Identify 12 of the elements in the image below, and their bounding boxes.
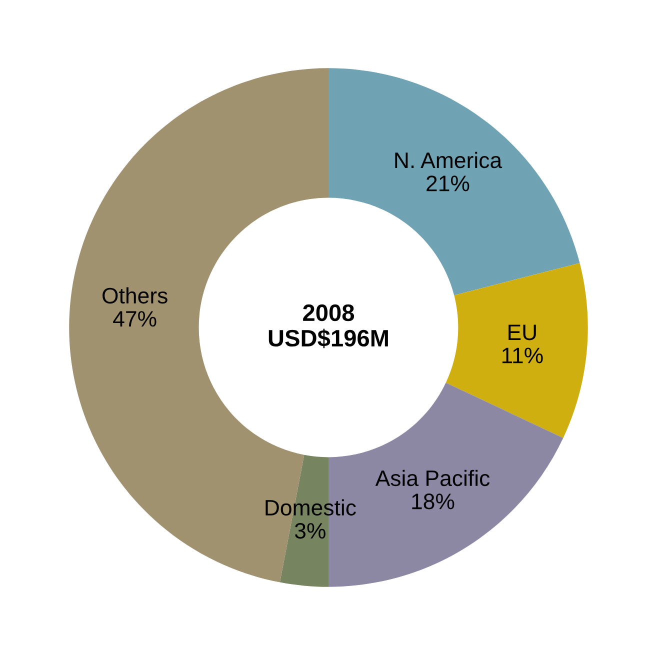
slice-label: Asia Pacific [375,470,490,486]
slice-label: N. America [395,152,502,168]
data-label: 47% [113,311,156,327]
text: 2008 [303,304,354,322]
slice-label: Domestic [266,499,356,516]
slice-label: Others [102,287,168,304]
data-label: 18% [412,494,454,510]
slice-label: EU [508,324,536,340]
data-label: 11% [502,348,543,364]
data-label: 3% [294,522,326,539]
text: USD$196M [268,328,388,348]
data-label: 21% [426,176,470,192]
